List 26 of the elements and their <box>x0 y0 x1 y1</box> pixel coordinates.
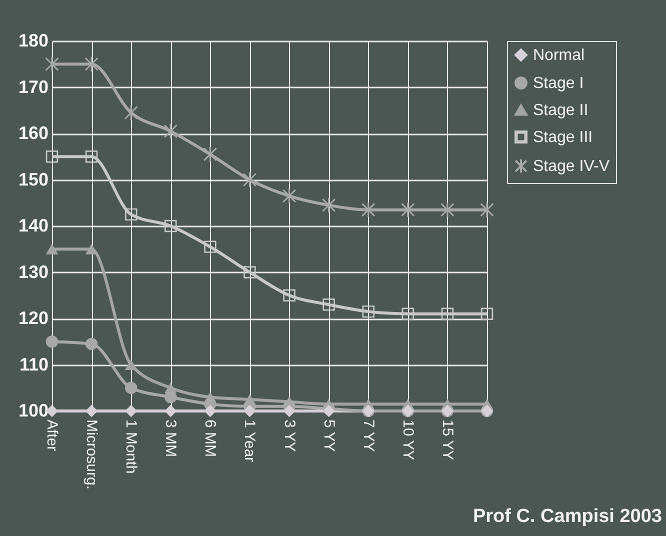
x-tick-label: 1 Year <box>241 420 258 462</box>
y-tick-label: 160 <box>18 123 48 143</box>
y-tick-label: 120 <box>18 308 48 328</box>
x-tick-label: 6 MM <box>202 420 219 457</box>
y-tick-label: 110 <box>19 354 48 374</box>
x-tick-label: 3 MM <box>162 420 180 457</box>
legend-label: Stage II <box>533 102 588 119</box>
y-tick-label: 140 <box>18 216 48 236</box>
x-tick-label: 5 YY <box>320 420 338 452</box>
text: Prof C. Campisi 2003 <box>472 506 662 528</box>
x-tick-label: After <box>44 420 60 452</box>
legend-label: Stage IV-V <box>533 158 610 175</box>
x-tick-label: 15 YY <box>438 420 456 460</box>
x-tick-label: 10 YY <box>399 420 416 460</box>
x-tick-label: 1 Month <box>122 420 140 474</box>
legend-label: Stage I <box>533 75 584 92</box>
x-tick-label: 3 YY <box>280 420 298 452</box>
legend-label: Normal <box>533 47 585 64</box>
y-tick-label: 180 <box>18 30 48 50</box>
y-tick-label: 150 <box>18 169 48 190</box>
y-tick-label: 130 <box>18 262 48 282</box>
y-tick-label: 170 <box>18 76 48 97</box>
y-tick-label: 100 <box>18 400 48 420</box>
x-tick-label: 7 YY <box>360 420 377 452</box>
x-tick-label: Microsurg. <box>83 420 100 490</box>
legend-label: Stage III <box>533 129 593 146</box>
